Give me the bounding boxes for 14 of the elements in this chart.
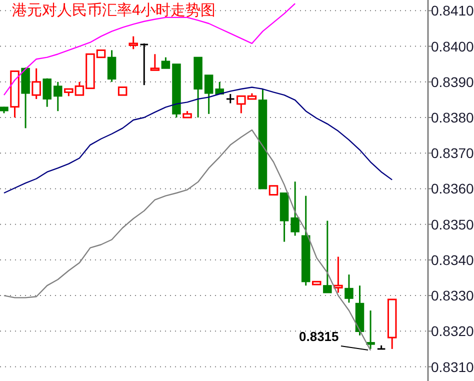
y-tick-label: 0.8380: [431, 110, 474, 126]
y-tick-label: 0.8310: [431, 358, 474, 375]
y-tick-label: 0.8370: [431, 145, 474, 162]
note: 0.8315: [299, 329, 368, 350]
y-tick-label: 0.8410: [431, 2, 474, 19]
y-tick-label: 0.8360: [431, 180, 474, 197]
y-tick-label: 0.8330: [431, 288, 474, 304]
y-tick-label: 0.8400: [431, 38, 474, 54]
y-tick-label: 0.8350: [431, 216, 474, 232]
y-tick-label: 0.8320: [431, 323, 474, 340]
y-tick-label: 0.8390: [431, 74, 474, 90]
chart-title: 港元对人民币汇率4小时走势图: [12, 2, 216, 19]
y-tick-label: 0.8340: [431, 252, 474, 268]
annotation: 0.8315: [299, 329, 339, 344]
